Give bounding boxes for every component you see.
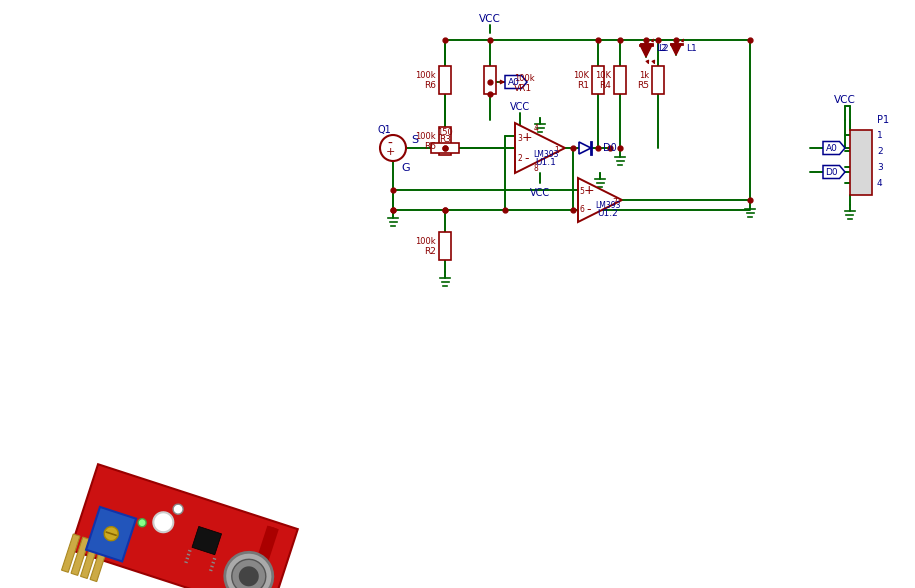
Text: R6: R6 — [424, 142, 436, 151]
Text: 5: 5 — [579, 186, 585, 195]
Text: R1: R1 — [577, 81, 589, 89]
Text: 100k: 100k — [415, 71, 436, 79]
Text: VCC: VCC — [479, 14, 501, 24]
Polygon shape — [640, 44, 651, 55]
Text: 1: 1 — [877, 131, 883, 139]
Text: -: - — [587, 203, 591, 216]
Text: 10K: 10K — [595, 71, 611, 79]
Text: 4: 4 — [533, 123, 538, 132]
Bar — [86, 507, 136, 562]
Polygon shape — [823, 165, 845, 179]
Text: 100k: 100k — [415, 132, 436, 141]
Text: S: S — [411, 135, 418, 145]
Text: 150: 150 — [437, 128, 453, 136]
Text: +: + — [385, 147, 394, 157]
Text: R4: R4 — [599, 81, 611, 89]
Text: 2: 2 — [518, 153, 522, 162]
Polygon shape — [671, 44, 682, 55]
Circle shape — [380, 135, 406, 161]
Text: VCC: VCC — [530, 188, 550, 198]
Text: -: - — [388, 137, 393, 151]
Text: LM393: LM393 — [533, 149, 559, 159]
Text: LM393: LM393 — [596, 201, 620, 209]
Text: 10K: 10K — [573, 71, 589, 79]
Bar — [850, 130, 872, 195]
Bar — [192, 526, 221, 554]
Bar — [484, 66, 496, 94]
Circle shape — [154, 512, 173, 532]
Bar — [244, 527, 279, 588]
Text: D0: D0 — [603, 143, 617, 153]
Text: 6: 6 — [579, 205, 585, 213]
Bar — [614, 66, 626, 94]
Circle shape — [239, 566, 259, 586]
Bar — [242, 526, 277, 588]
Text: G: G — [401, 163, 410, 173]
Text: P1: P1 — [877, 115, 889, 125]
Text: 100k: 100k — [415, 236, 436, 246]
Text: A0: A0 — [508, 78, 520, 86]
Text: VCC: VCC — [834, 95, 856, 105]
Circle shape — [104, 527, 118, 541]
Text: +: + — [584, 183, 595, 196]
Bar — [61, 534, 80, 572]
Bar — [439, 232, 451, 260]
Bar — [241, 526, 275, 588]
Text: 4: 4 — [877, 179, 883, 188]
Text: 7: 7 — [612, 198, 618, 206]
Text: 1k: 1k — [639, 71, 649, 79]
Polygon shape — [515, 123, 565, 173]
Text: L2: L2 — [656, 44, 667, 52]
Text: 2: 2 — [877, 146, 883, 155]
Bar — [90, 543, 109, 582]
Bar — [431, 143, 459, 153]
Text: R5: R5 — [637, 81, 649, 89]
Text: -: - — [524, 152, 529, 165]
Polygon shape — [640, 45, 652, 57]
Bar — [652, 66, 664, 94]
Text: D0: D0 — [825, 168, 838, 176]
Polygon shape — [578, 178, 622, 222]
Bar — [81, 540, 99, 579]
Text: U1.1: U1.1 — [535, 158, 556, 166]
Text: 3: 3 — [518, 133, 522, 142]
Polygon shape — [823, 142, 845, 155]
Text: R2: R2 — [425, 246, 436, 256]
Bar — [70, 465, 297, 588]
Polygon shape — [579, 142, 591, 154]
Text: L1: L1 — [686, 44, 696, 52]
Bar — [439, 127, 451, 155]
Text: R6: R6 — [424, 81, 436, 89]
Circle shape — [138, 519, 146, 527]
Bar — [71, 537, 90, 576]
Bar — [439, 66, 451, 94]
Text: U1.2: U1.2 — [597, 209, 619, 218]
Circle shape — [225, 552, 273, 588]
Text: 8: 8 — [533, 163, 538, 172]
Text: 1: 1 — [554, 145, 559, 155]
Text: A0: A0 — [826, 143, 838, 152]
Text: VCC: VCC — [510, 102, 530, 112]
Bar — [592, 66, 604, 94]
Text: 100k: 100k — [514, 74, 534, 82]
Text: 3: 3 — [877, 162, 883, 172]
Circle shape — [231, 559, 265, 588]
Text: Q1: Q1 — [377, 125, 391, 135]
Text: VR1: VR1 — [514, 83, 533, 92]
Text: L2: L2 — [658, 44, 669, 52]
Text: R3: R3 — [439, 135, 451, 143]
Circle shape — [173, 504, 183, 514]
Polygon shape — [505, 75, 527, 89]
Text: +: + — [522, 131, 533, 143]
